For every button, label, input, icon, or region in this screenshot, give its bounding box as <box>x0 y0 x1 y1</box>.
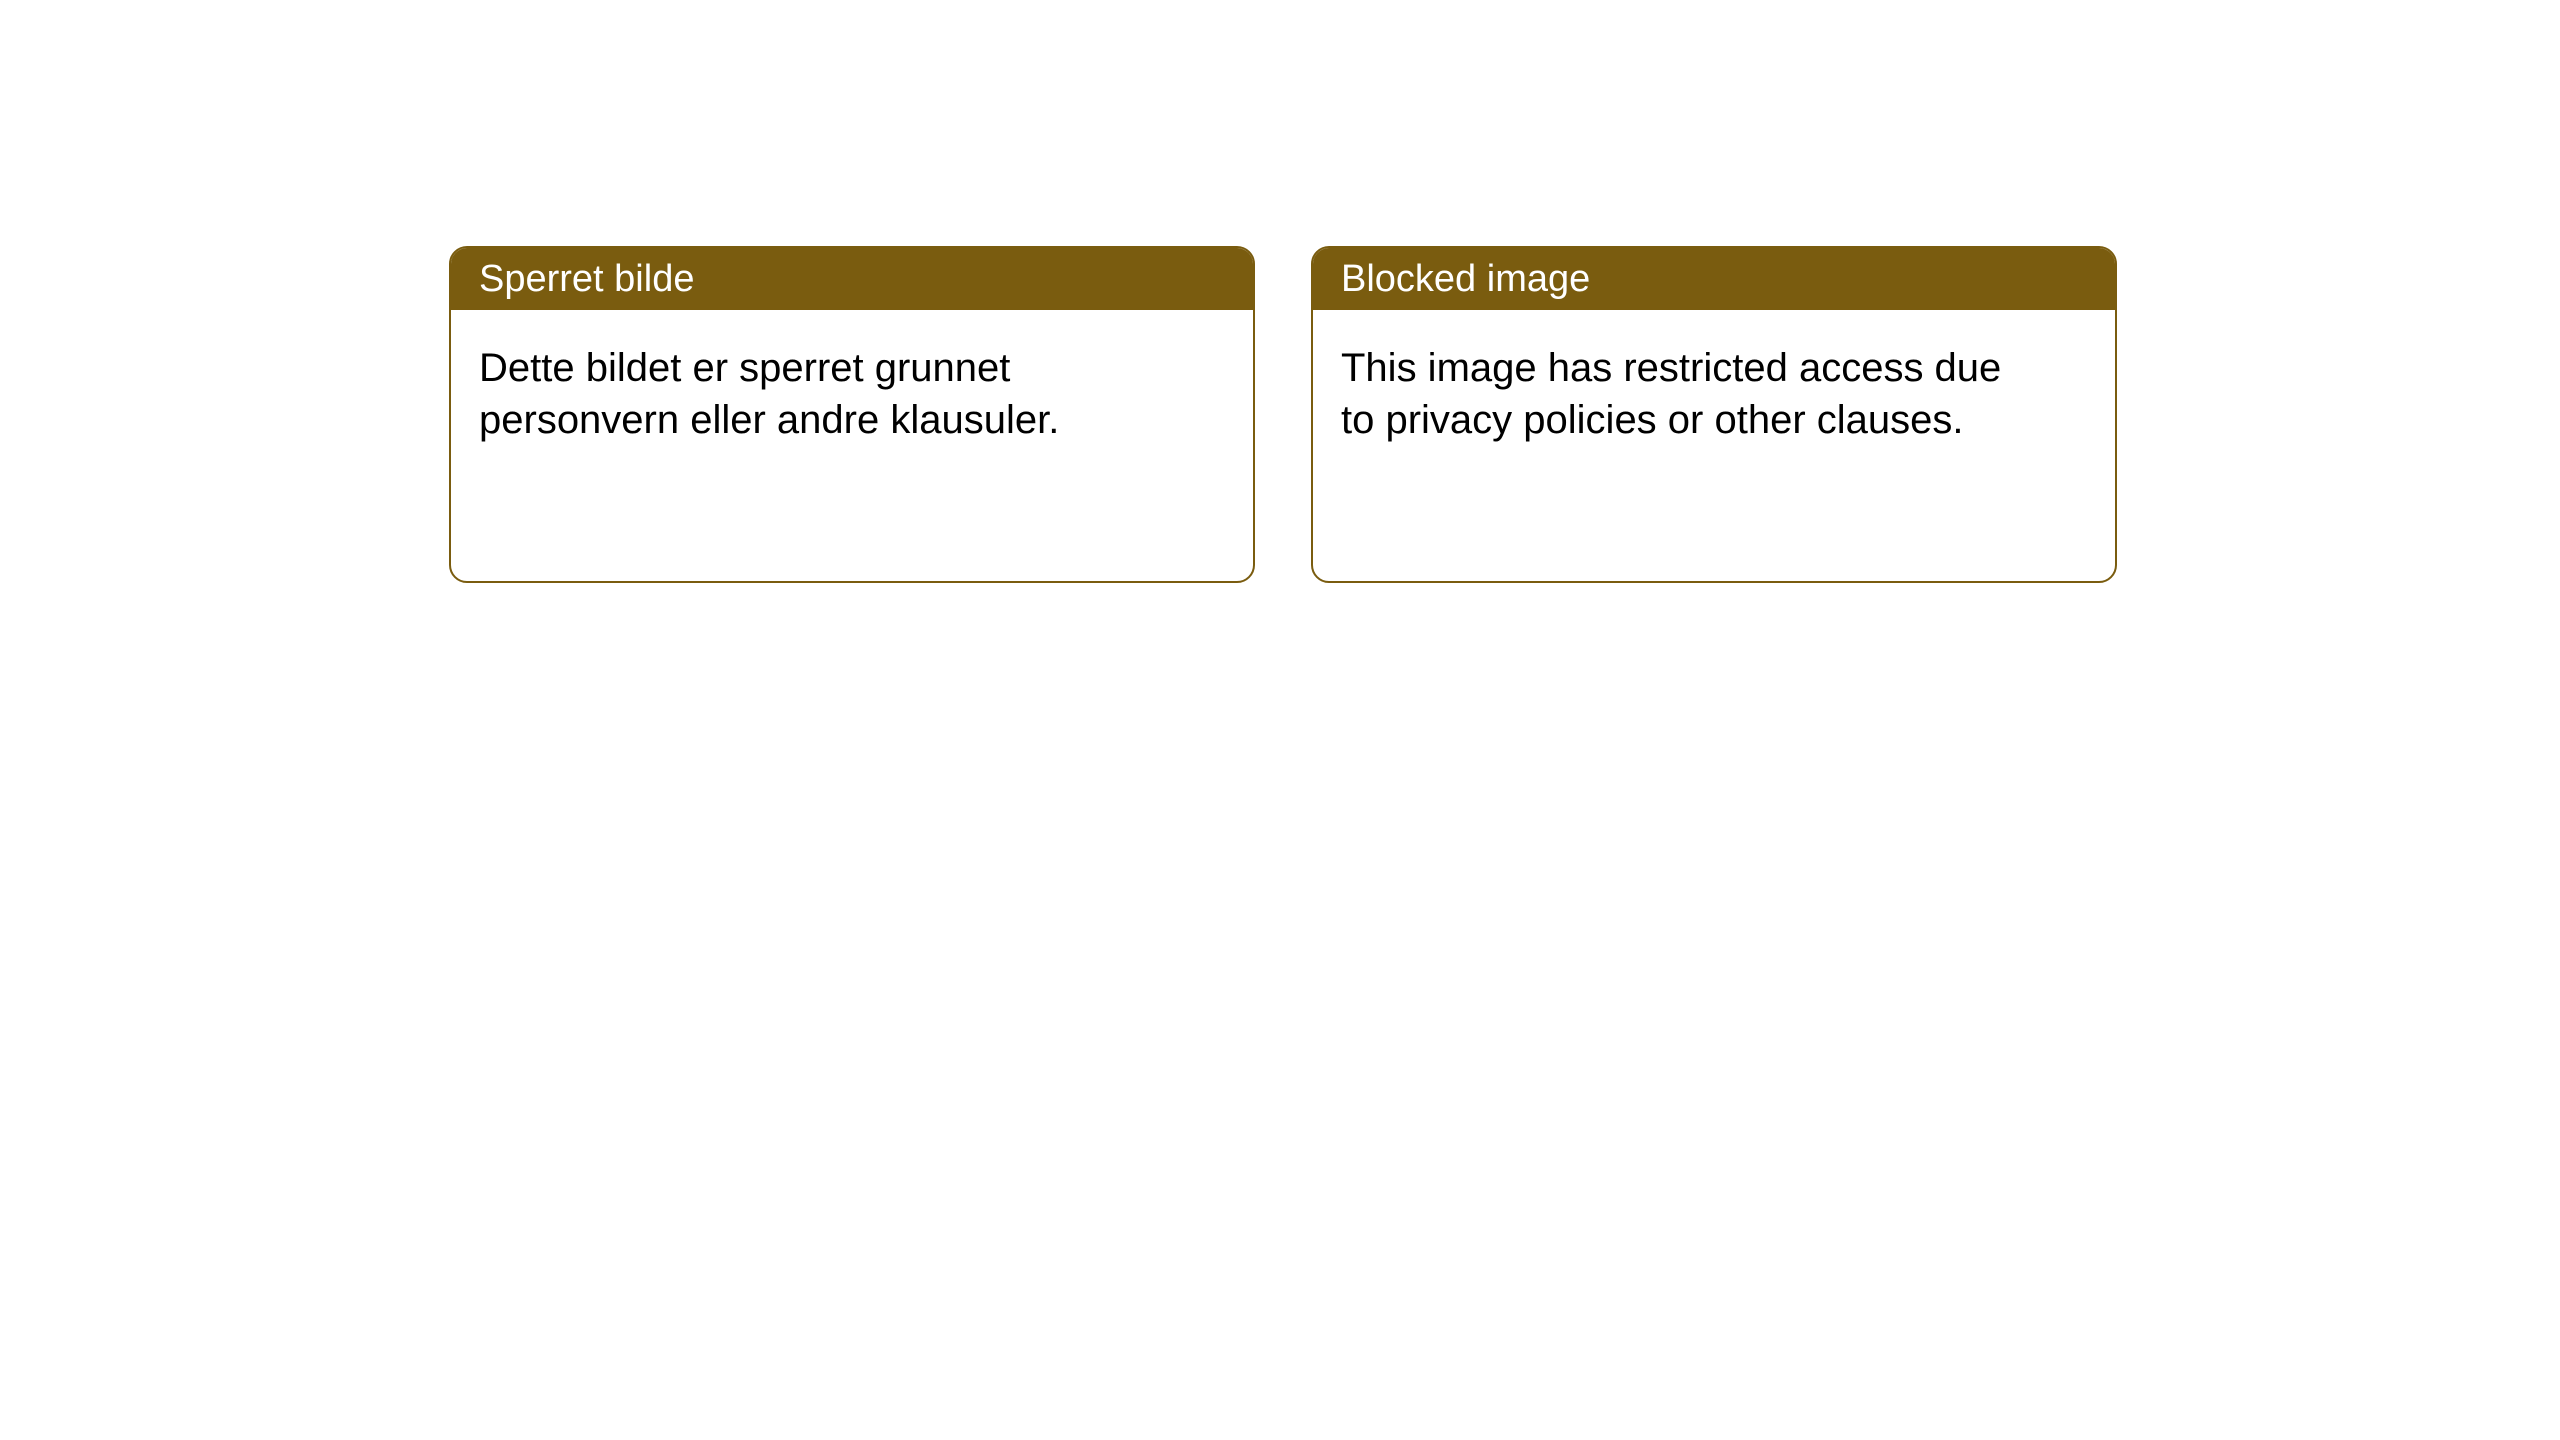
notice-card-en: Blocked image This image has restricted … <box>1311 246 2117 583</box>
notice-body-no: Dette bildet er sperret grunnet personve… <box>451 310 1171 478</box>
notice-header-text-en: Blocked image <box>1341 258 1590 301</box>
notice-container: Sperret bilde Dette bildet er sperret gr… <box>0 0 2560 583</box>
notice-card-no: Sperret bilde Dette bildet er sperret gr… <box>449 246 1255 583</box>
notice-body-text-en: This image has restricted access due to … <box>1341 346 2001 442</box>
notice-body-en: This image has restricted access due to … <box>1313 310 2033 478</box>
notice-header-en: Blocked image <box>1313 248 2115 310</box>
notice-header-text-no: Sperret bilde <box>479 258 694 301</box>
notice-header-no: Sperret bilde <box>451 248 1253 310</box>
notice-body-text-no: Dette bildet er sperret grunnet personve… <box>479 346 1059 442</box>
